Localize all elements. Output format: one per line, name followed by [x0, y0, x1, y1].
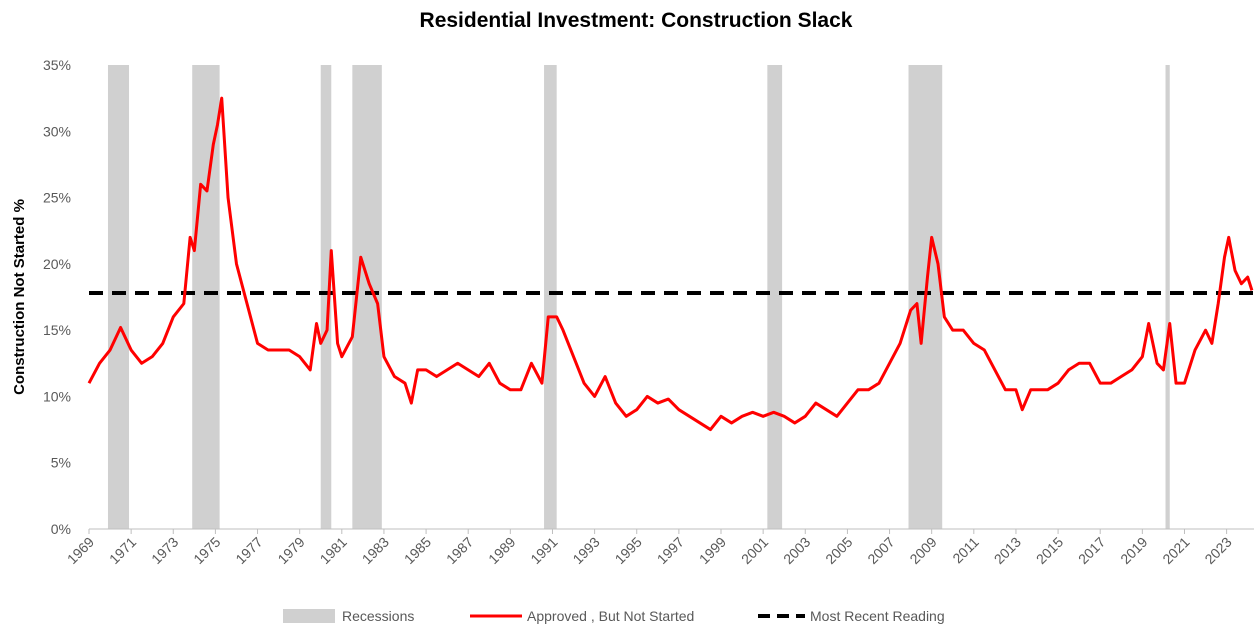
- recession-band: [107, 65, 130, 529]
- x-tick-label: 2019: [1117, 534, 1150, 567]
- x-tick-label: 2017: [1075, 534, 1108, 567]
- recession-band: [544, 65, 557, 529]
- x-tick-label: 2023: [1201, 534, 1234, 567]
- y-tick-label: 10%: [43, 388, 71, 404]
- x-tick-label: 1975: [190, 534, 223, 567]
- x-tick-label: 1981: [317, 534, 350, 567]
- x-tick-label: 1969: [64, 534, 97, 567]
- legend-label: Most Recent Reading: [810, 608, 945, 624]
- y-axis-title: Construction Not Started %: [11, 199, 28, 395]
- x-tick-label: 1979: [274, 534, 307, 567]
- x-tick-label: 2001: [738, 534, 771, 567]
- x-tick-label: 1995: [612, 534, 645, 567]
- x-tick-label: 1985: [401, 534, 434, 567]
- x-tick-label: 2021: [1159, 534, 1192, 567]
- x-tick-label: 1993: [569, 534, 602, 567]
- x-tick-label: 2005: [822, 534, 855, 567]
- recession-band: [1165, 65, 1170, 529]
- x-tick-label: 1999: [696, 534, 729, 567]
- data-line: [87, 96, 1254, 432]
- y-tick-label: 20%: [43, 256, 71, 272]
- x-tick-label: 2015: [1033, 534, 1066, 567]
- legend-label: Recessions: [342, 608, 414, 624]
- x-tick-label: 1989: [485, 534, 518, 567]
- x-tick-label: 1991: [527, 534, 560, 567]
- recession-band: [767, 65, 783, 529]
- x-tick-label: 1971: [106, 534, 139, 567]
- y-tick-label: 15%: [43, 322, 71, 338]
- x-tick-label: 2003: [780, 534, 813, 567]
- legend-swatch: [283, 609, 335, 623]
- y-tick-label: 30%: [43, 123, 71, 139]
- y-tick-label: 5%: [51, 455, 71, 471]
- x-tick-label: 2007: [864, 534, 897, 567]
- recession-band: [320, 65, 332, 529]
- chart-title: Residential Investment: Construction Sla…: [420, 9, 853, 32]
- x-tick-label: 1977: [232, 534, 265, 567]
- x-tick-label: 1987: [443, 534, 476, 567]
- y-tick-label: 25%: [43, 190, 71, 206]
- x-tick-label: 2009: [906, 534, 939, 567]
- x-tick-label: 2011: [949, 534, 982, 567]
- x-tick-label: 1973: [148, 534, 181, 567]
- x-tick-label: 1983: [359, 534, 392, 567]
- y-tick-label: 0%: [51, 521, 71, 537]
- x-tick-label: 1997: [654, 534, 687, 567]
- y-tick-label: 35%: [43, 57, 71, 73]
- x-tick-label: 2013: [991, 534, 1024, 567]
- legend-label: Approved , But Not Started: [527, 608, 694, 624]
